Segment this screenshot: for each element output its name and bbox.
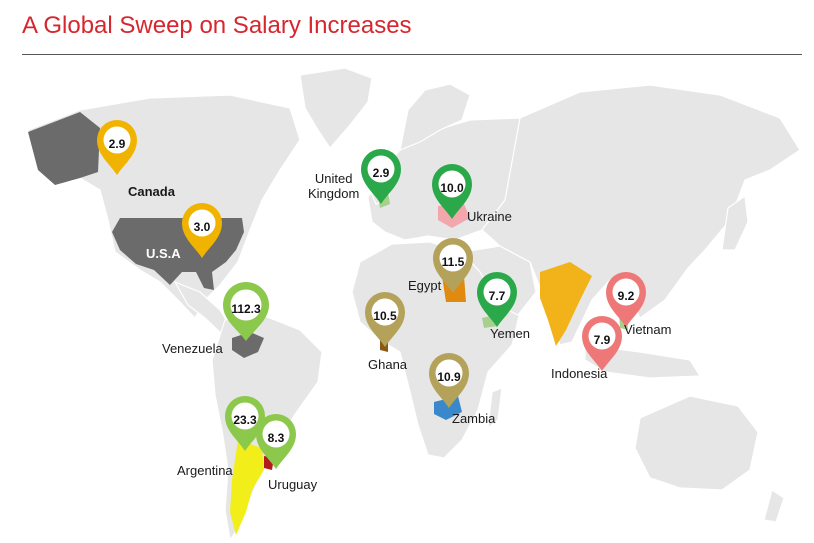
label-ukraine: Ukraine — [467, 209, 512, 224]
page-title: A Global Sweep on Salary Increases — [22, 12, 412, 39]
label-uk: United Kingdom — [308, 171, 360, 201]
pin-yemen[interactable] — [477, 272, 517, 327]
pin-value-uruguay: 8.3 — [267, 431, 285, 445]
label-canada: Canada — [128, 184, 175, 199]
pin-egypt[interactable] — [433, 238, 473, 293]
scandinavia-shape — [399, 83, 471, 151]
pin-vietnam[interactable] — [606, 272, 646, 327]
label-vietnam: Vietnam — [624, 322, 672, 337]
pin-indonesia[interactable] — [582, 316, 622, 371]
pin-value-ghana: 10.5 — [373, 309, 397, 323]
madagascar-shape — [487, 387, 503, 430]
pin-value-zambia: 10.9 — [437, 370, 461, 384]
pin-usa[interactable] — [182, 203, 222, 258]
pin-canada[interactable] — [97, 120, 137, 175]
pins — [97, 120, 646, 469]
pin-value-venezuela: 112.3 — [231, 302, 261, 316]
pin-value-uk: 2.9 — [372, 166, 390, 180]
pin-value-ukraine: 10.0 — [440, 181, 464, 195]
pin-value-yemen: 7.7 — [488, 289, 506, 303]
title-divider — [22, 54, 802, 55]
pin-value-vietnam: 9.2 — [617, 289, 635, 303]
label-uruguay: Uruguay — [268, 477, 318, 492]
japan-shape — [721, 194, 749, 251]
label-egypt: Egypt — [408, 278, 442, 293]
india-shape — [540, 262, 592, 346]
label-yemen: Yemen — [490, 326, 530, 341]
argentina-shape — [230, 440, 264, 535]
pin-uruguay[interactable] — [256, 414, 296, 469]
highlighted-countries — [28, 112, 628, 535]
pin-value-canada: 2.9 — [108, 137, 126, 151]
pin-uk[interactable] — [361, 149, 401, 204]
label-venezuela: Venezuela — [162, 341, 223, 356]
greenland-shape — [299, 67, 373, 149]
label-indonesia: Indonesia — [551, 366, 608, 381]
pin-value-indonesia: 7.9 — [593, 333, 611, 347]
land-masses — [27, 67, 801, 542]
pin-venezuela[interactable] — [223, 282, 269, 341]
pin-argentina[interactable] — [225, 396, 265, 451]
new-zealand-shape — [763, 489, 785, 523]
pin-value-argentina: 23.3 — [233, 413, 257, 427]
label-argentina: Argentina — [177, 463, 233, 478]
pin-ghana[interactable] — [365, 292, 405, 347]
pin-value-usa: 3.0 — [193, 220, 211, 234]
australia-shape — [634, 395, 759, 491]
pin-zambia[interactable] — [429, 353, 469, 408]
pin-ukraine[interactable] — [432, 164, 472, 219]
venezuela-shape — [232, 332, 264, 358]
label-ghana: Ghana — [368, 357, 408, 372]
alaska-shape — [28, 112, 100, 185]
label-usa: U.S.A — [146, 246, 181, 261]
zambia-shape — [434, 396, 462, 420]
pin-value-egypt: 11.5 — [441, 255, 465, 269]
label-zambia: Zambia — [452, 411, 496, 426]
